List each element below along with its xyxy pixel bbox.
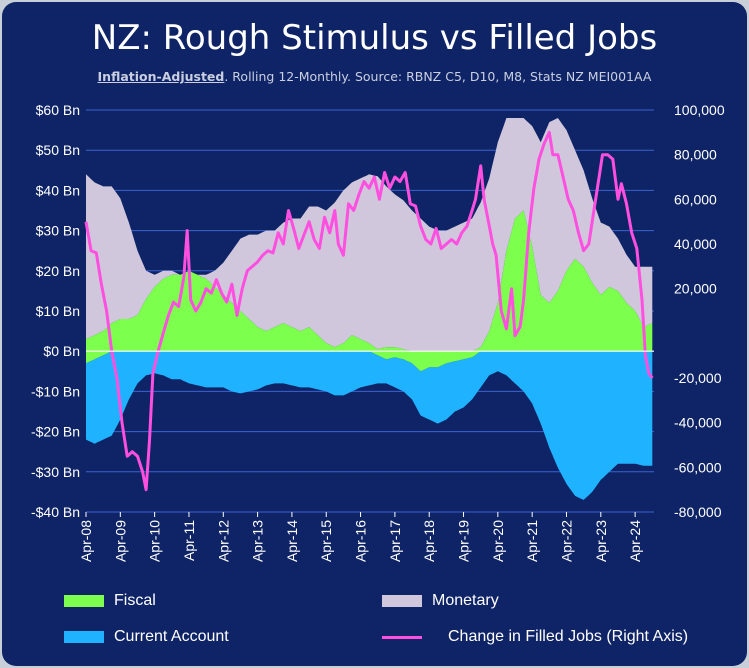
x-tick-label: Apr-09 (112, 520, 128, 562)
x-tick-label: Apr-24 (627, 520, 643, 562)
legend-monetary-swatch (382, 595, 422, 607)
x-tick-label: Apr-16 (353, 520, 369, 562)
x-tick-label: Apr-13 (250, 520, 266, 562)
y-right-tick-label: -80,000 (674, 504, 722, 520)
y-right-tick-label: 40,000 (674, 236, 717, 252)
legend-current-account-swatch (64, 631, 104, 643)
area-fiscal (86, 210, 653, 352)
y-right-tick-label: 60,000 (674, 191, 717, 207)
area-current-account (86, 351, 653, 500)
legend-filled-jobs-swatch (382, 635, 422, 639)
legend-fiscal-label: Fiscal (114, 592, 156, 609)
y-left-tick-label: -$10 Bn (31, 383, 80, 399)
line-filled-jobs (84, 130, 654, 492)
y-left-tick-label: $30 Bn (36, 223, 80, 239)
y-left-tick-label: -$40 Bn (31, 504, 80, 520)
legend-filled-jobs-label: Change in Filled Jobs (Right Axis) (448, 628, 689, 645)
x-tick-label: Apr-08 (78, 520, 94, 562)
x-tick-label: Apr-23 (593, 520, 609, 562)
legend-fiscal-swatch (64, 595, 104, 607)
y-left-tick-label: $20 Bn (36, 263, 80, 279)
y-right-tick-label: -40,000 (674, 415, 722, 431)
y-left-tick-label: $50 Bn (36, 142, 80, 158)
y-left-tick-label: -$20 Bn (31, 424, 80, 440)
y-right-tick-label: 100,000 (674, 102, 725, 118)
y-right-tick-label: 80,000 (674, 147, 717, 163)
x-tick-label: Apr-20 (490, 520, 506, 562)
legend-current-account-label: Current Account (114, 628, 229, 645)
line-layer (84, 130, 654, 492)
x-tick-label: Apr-19 (456, 520, 472, 562)
subtitle-emphasis: Inflation-Adjusted (97, 69, 225, 84)
legend-current-account: Current Account (64, 628, 229, 646)
legend-monetary-label: Monetary (432, 592, 499, 609)
y-right-tick-label: -60,000 (674, 459, 722, 475)
y-left-tick-label: $60 Bn (36, 102, 80, 118)
y-left-tick-label: $0 Bn (43, 343, 80, 359)
x-tick-label: Apr-17 (387, 520, 403, 562)
legend-filled-jobs: Change in Filled Jobs (Right Axis) (382, 628, 688, 646)
y-right-tick-label: -20,000 (674, 370, 722, 386)
area-monetary (86, 118, 653, 352)
y-left-tick-label: $10 Bn (36, 303, 80, 319)
y-left-tick-label: $40 Bn (36, 182, 80, 198)
legend-fiscal: Fiscal (64, 592, 156, 610)
y-right-tick-label: 20,000 (674, 281, 717, 297)
x-tick-label: Apr-15 (318, 520, 334, 562)
x-tick-label: Apr-12 (215, 520, 231, 562)
y-left-tick-label: -$30 Bn (31, 464, 80, 480)
area-layer (86, 118, 653, 500)
subtitle-rest: . Rolling 12-Monthly. Source: RBNZ C5, D… (224, 69, 652, 84)
x-tick-label: Apr-21 (524, 520, 540, 562)
axis-layer: $60 Bn $50 Bn $40 Bn $30 Bn $20 Bn $10 Bn $0 B… (31, 102, 725, 562)
x-tick-label: Apr-18 (421, 520, 437, 562)
x-tick-label: Apr-22 (559, 520, 575, 562)
x-tick-label: Apr-11 (181, 520, 197, 561)
chart-subtitle: Inflation-Adjusted. Rolling 12-Monthly. … (2, 69, 747, 84)
chart-title: NZ: Rough Stimulus vs Filled Jobs (91, 18, 658, 58)
legend-monetary: Monetary (382, 592, 499, 610)
x-tick-label: Apr-10 (147, 520, 163, 562)
x-tick-label: Apr-14 (284, 520, 300, 562)
